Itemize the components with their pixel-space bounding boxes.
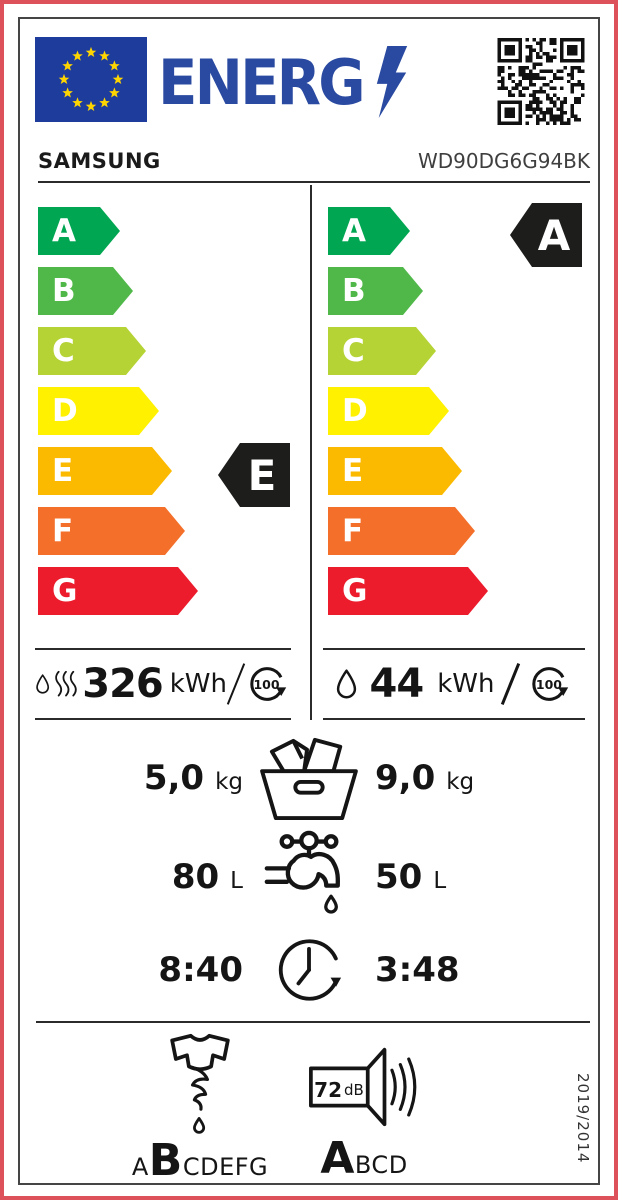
energy-grade-arrow-right-f: F bbox=[328, 507, 475, 555]
spin-class-scale: A B CDEFG bbox=[132, 1135, 268, 1186]
water-tap-icon bbox=[264, 830, 340, 914]
duration-row: 8:40 3:48 bbox=[20, 924, 598, 1016]
model-number: WD90DG6G94BK bbox=[417, 149, 590, 173]
water-unit: L bbox=[230, 868, 243, 894]
right-energy-consumption: 44 kWh 100 bbox=[323, 648, 585, 720]
energy-logo: ENERG bbox=[158, 39, 408, 125]
spin-scale-after: CDEFG bbox=[182, 1153, 269, 1181]
per-slash bbox=[226, 663, 246, 705]
cycles-loop-icon: 100 bbox=[527, 661, 573, 707]
energy-grade-arrow-right-g: G bbox=[328, 567, 488, 615]
energy-grade-arrow-right-a: A bbox=[328, 207, 410, 255]
eu-flag-icon bbox=[35, 37, 147, 122]
water-unit: L bbox=[433, 868, 447, 894]
cycles-loop-icon: 100 bbox=[245, 661, 291, 707]
column-divider bbox=[310, 185, 312, 720]
water-drop-icon bbox=[336, 669, 356, 699]
energy-grade-arrow-left-c: C bbox=[38, 327, 146, 375]
grade-letter: B bbox=[342, 273, 366, 309]
grade-letter: F bbox=[342, 513, 364, 549]
energy-grade-arrow-right-c: C bbox=[328, 327, 436, 375]
left-energy-consumption: 326 kWh 100 bbox=[35, 648, 291, 720]
capacity-right-value: 9,0 bbox=[375, 758, 436, 798]
water-left-value: 80 bbox=[171, 857, 220, 897]
grade-letter: A bbox=[342, 213, 366, 249]
noise-block: 72 dB A BCD bbox=[282, 1041, 446, 1184]
water-row: 80 L bbox=[20, 829, 598, 925]
wring-drip-icon bbox=[170, 1033, 230, 1134]
qr-code bbox=[497, 38, 585, 125]
grade-letter: E bbox=[342, 453, 364, 489]
heat-waves-icon bbox=[55, 670, 78, 697]
capacity-unit: kg bbox=[446, 769, 475, 795]
energy-grade-arrow-left-f: F bbox=[38, 507, 185, 555]
capacity-row: 5,0 kg 9,0 kg bbox=[20, 736, 598, 820]
left-rating-letter: E bbox=[247, 450, 277, 500]
grade-letter: D bbox=[342, 393, 368, 429]
brand-row: SAMSUNG WD90DG6G94BK bbox=[38, 149, 590, 173]
noise-class-rating: A bbox=[320, 1133, 355, 1184]
grade-letter: E bbox=[52, 453, 74, 489]
right-rating-badge: A bbox=[510, 203, 582, 267]
lightning-bolt-icon bbox=[377, 46, 408, 118]
grade-letter: B bbox=[52, 273, 76, 309]
noise-level: 72 dB bbox=[310, 1070, 368, 1110]
energy-grade-arrow-right-d: D bbox=[328, 387, 449, 435]
regulation-reference: 2019/2014 bbox=[574, 1073, 592, 1164]
speaker-noise-icon: 72 dB bbox=[305, 1046, 423, 1128]
grade-letter: F bbox=[52, 513, 74, 549]
spin-scale-before: A bbox=[131, 1153, 149, 1181]
noise-db-value: 72 bbox=[314, 1078, 343, 1102]
noise-scale-after: BCD bbox=[354, 1151, 408, 1179]
cycles-count: 100 bbox=[535, 676, 562, 692]
water-right-value: 50 bbox=[375, 857, 423, 897]
duration-left-value: 8:40 bbox=[158, 950, 243, 990]
energy-grade-arrow-left-g: G bbox=[38, 567, 198, 615]
left-energy-unit: kWh bbox=[169, 669, 227, 699]
grade-letter: A bbox=[52, 213, 76, 249]
grade-letter: G bbox=[342, 573, 368, 609]
brand-name: SAMSUNG bbox=[38, 149, 161, 173]
clock-icon bbox=[278, 939, 342, 1001]
right-rating-letter: A bbox=[537, 210, 571, 260]
energy-logo-text: ENERG bbox=[158, 45, 366, 119]
noise-class-scale: A BCD bbox=[320, 1133, 407, 1184]
grade-letter: C bbox=[52, 333, 75, 369]
water-drop-icon bbox=[36, 674, 50, 694]
noise-db-unit: dB bbox=[344, 1081, 364, 1099]
energy-grade-arrow-left-a: A bbox=[38, 207, 120, 255]
energy-grade-arrow-right-b: B bbox=[328, 267, 423, 315]
energy-grade-arrow-left-d: D bbox=[38, 387, 159, 435]
grade-letter: D bbox=[52, 393, 78, 429]
per-slash bbox=[501, 663, 521, 705]
energy-grade-arrow-left-b: B bbox=[38, 267, 133, 315]
bottom-divider bbox=[36, 1021, 590, 1023]
right-energy-unit: kWh bbox=[437, 669, 495, 699]
duration-right-value: 3:48 bbox=[375, 950, 460, 990]
capacity-left-value: 5,0 bbox=[143, 758, 205, 798]
grade-letter: C bbox=[342, 333, 365, 369]
right-energy-value: 44 bbox=[369, 661, 425, 707]
cycles-count: 100 bbox=[253, 676, 280, 692]
laundry-basket-icon bbox=[260, 737, 358, 820]
left-rating-badge: E bbox=[218, 443, 290, 507]
left-energy-value: 326 bbox=[82, 661, 163, 707]
energy-grade-arrow-right-e: E bbox=[328, 447, 462, 495]
energy-grade-arrow-left-e: E bbox=[38, 447, 172, 495]
capacity-unit: kg bbox=[215, 769, 243, 795]
spin-class-block: A B CDEFG bbox=[108, 1033, 292, 1186]
header-divider bbox=[38, 181, 590, 183]
grade-letter: G bbox=[52, 573, 78, 609]
spin-class-rating: B bbox=[148, 1135, 183, 1186]
